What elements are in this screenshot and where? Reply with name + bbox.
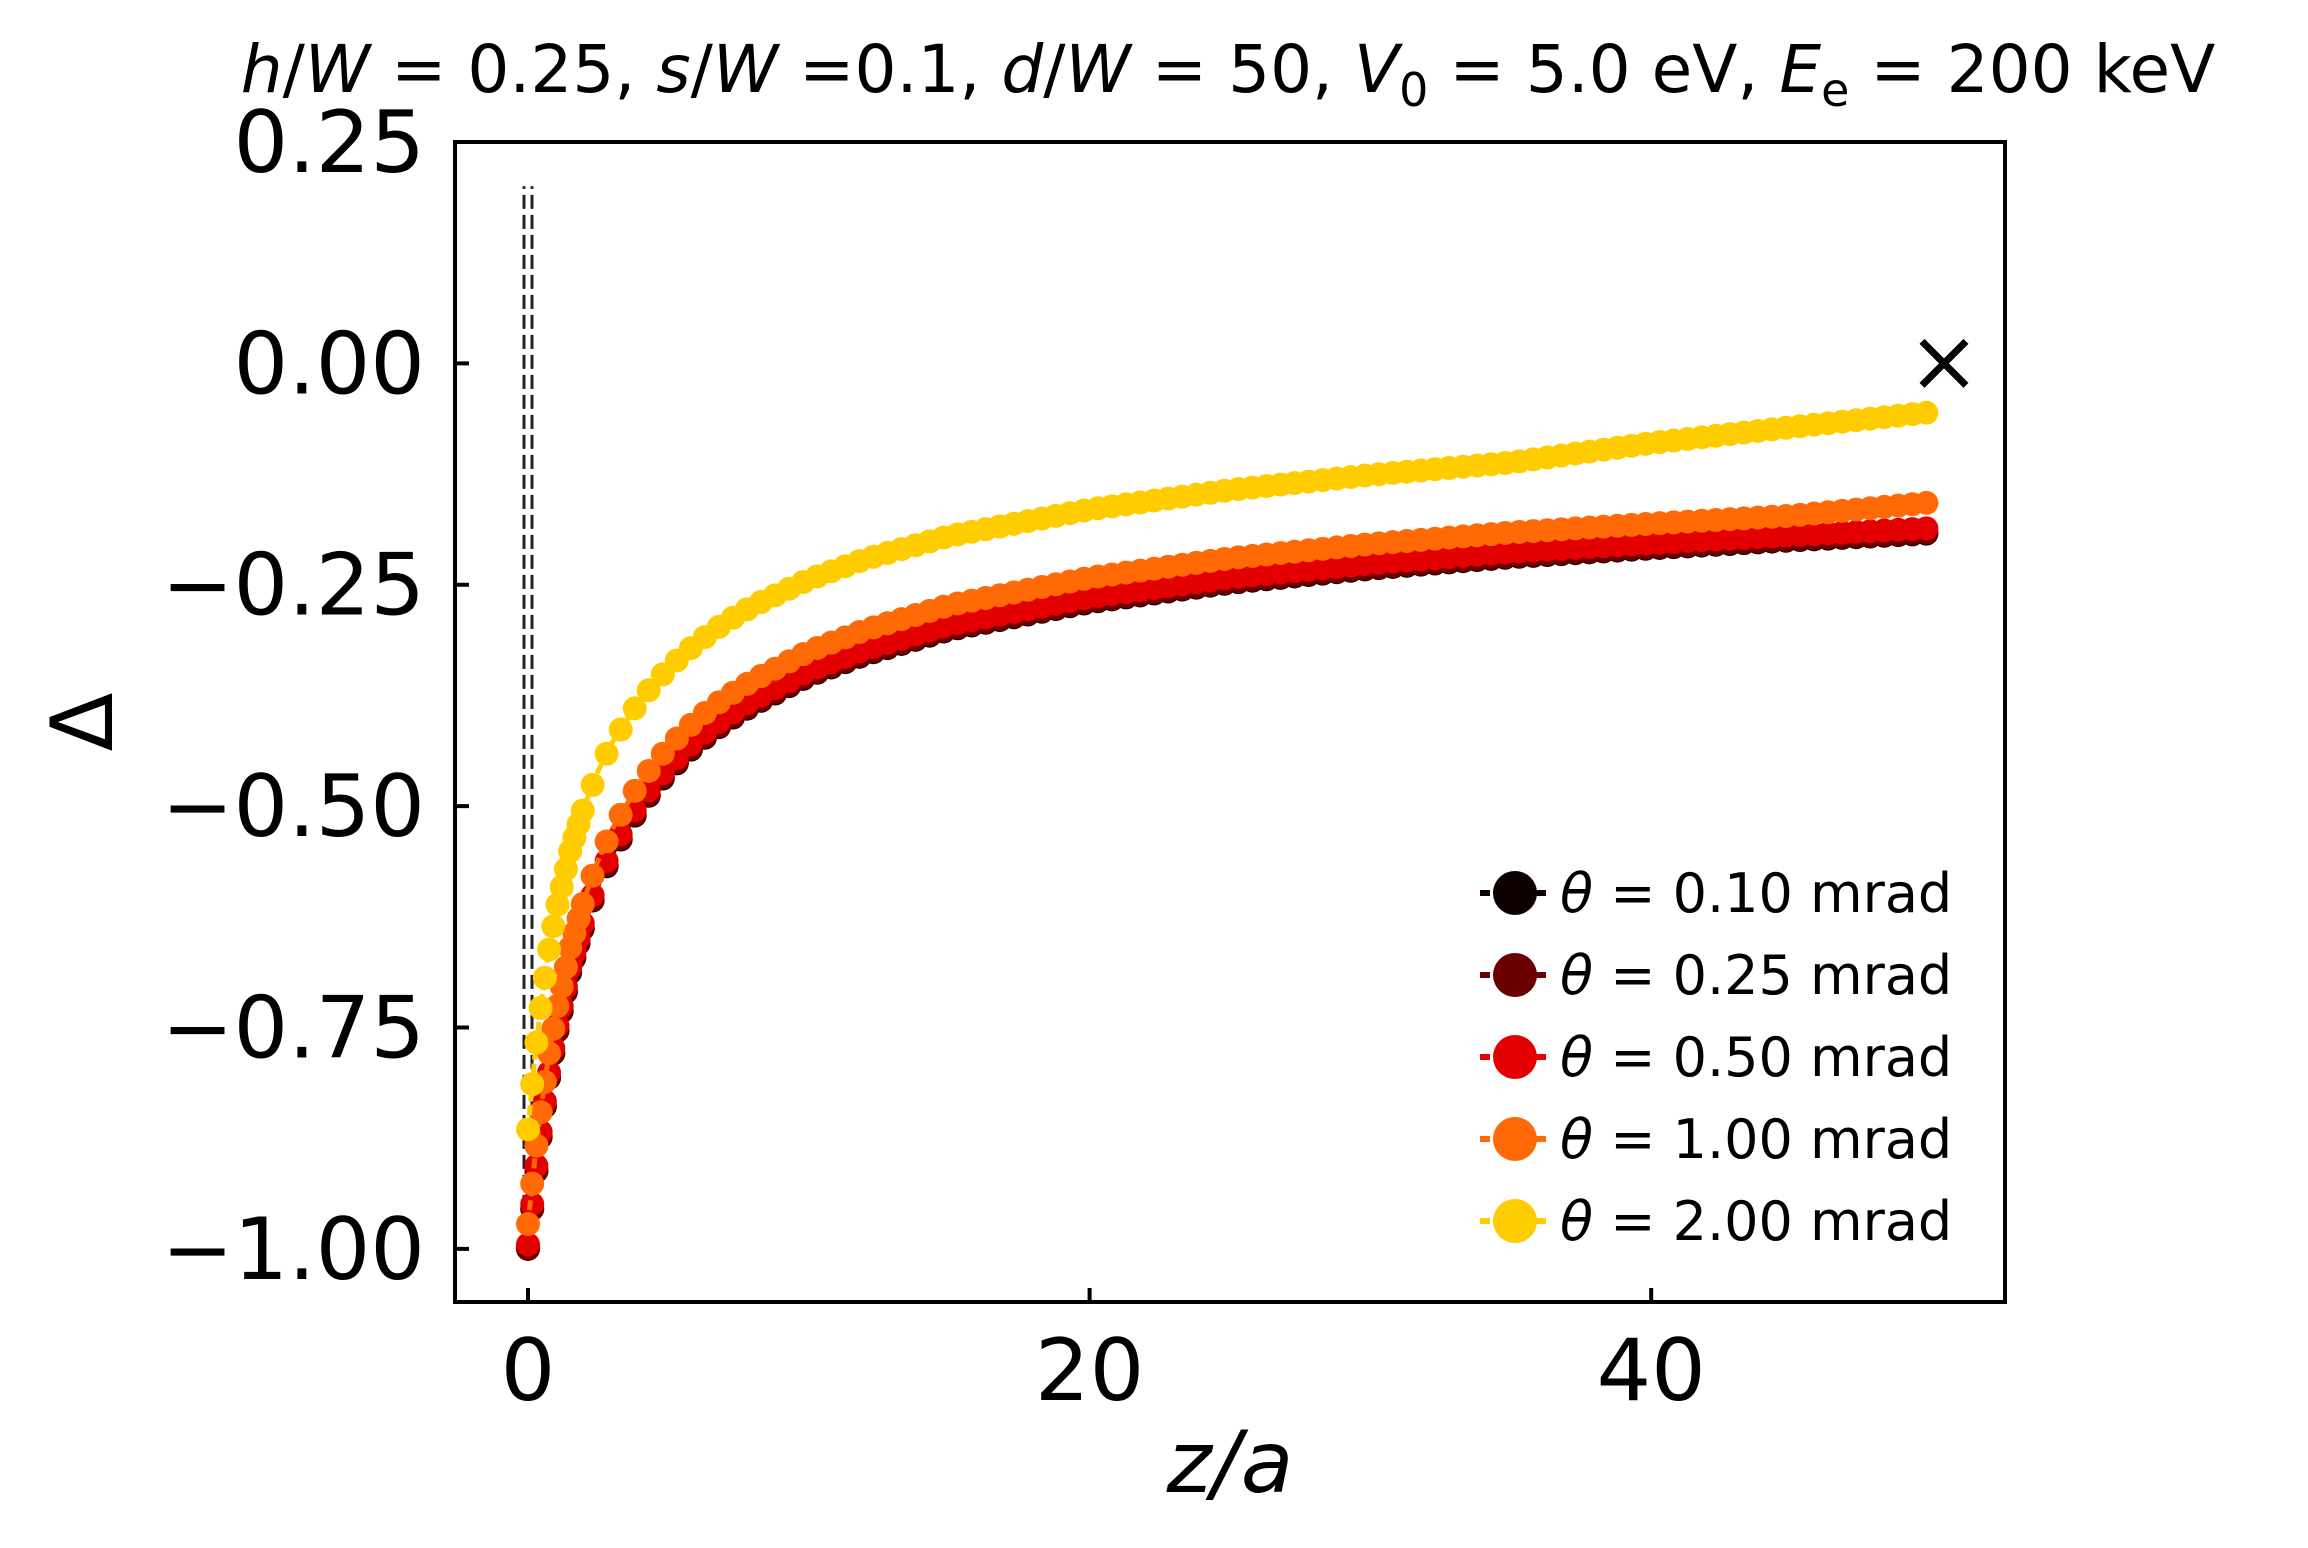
legend-item: θ = 2.00 mrad [1480,1190,1952,1253]
data-point [541,1016,566,1041]
data-point [608,802,633,827]
marker-layer [1919,338,1969,388]
data-point [570,891,595,916]
y-tick-label: −0.75 [161,978,425,1078]
data-point [650,741,675,766]
y-ticks: 0.25 0.00 −0.25 −0.50 −0.75 −1.00 [161,93,469,1300]
data-point [528,1100,553,1125]
data-point [1914,516,1939,541]
data-point [516,1232,541,1257]
legend: θ = 0.10 mrad θ = 0.25 mrad θ = 0.50 mrad θ… [1480,862,1952,1253]
data-point [537,937,562,962]
y-tick-label: 0.25 [234,93,425,193]
data-point [532,965,557,990]
data-point [622,778,647,803]
data-point [636,758,661,783]
series-5 [516,400,1939,1142]
legend-label: θ = 0.50 mrad [1560,1026,1952,1089]
x-ticks: 0 20 40 [501,1288,1706,1421]
data-point [524,1030,549,1055]
y-tick-label: −0.50 [161,757,425,857]
data-point [580,863,605,888]
data-point [528,996,553,1021]
x-tick-label: 20 [1035,1321,1144,1421]
legend-label: θ = 0.25 mrad [1560,944,1952,1007]
y-tick-label: −1.00 [161,1200,425,1300]
legend-item: θ = 0.25 mrad [1480,944,1952,1007]
series-layer [516,400,1939,1261]
y-axis-label: Δ [33,692,133,751]
y-tick-label: −0.25 [161,536,425,636]
data-point [553,955,578,980]
x-tick-label: 0 [501,1321,556,1421]
plot-frame [453,140,2007,1304]
data-point [516,1117,541,1142]
data-point [1914,490,1939,515]
data-point [516,1212,541,1237]
legend-marker [1493,1199,1537,1243]
data-point [636,678,661,703]
x-tick-label: 40 [1596,1321,1705,1421]
chart-title: h/W = 0.25, s/W =0.1, d/W = 50, V0 = 5.0… [241,31,2215,117]
legend-marker [1493,1117,1537,1161]
data-point [541,914,566,939]
data-point [520,1171,545,1196]
series-4 [516,490,1939,1237]
legend-marker [1493,1035,1537,1079]
x-marker-stroke [1919,338,1969,388]
y-tick-label: 0.00 [234,314,425,414]
legend-marker [1493,953,1537,997]
legend-label: θ = 1.00 mrad [1560,1108,1952,1171]
data-point [594,829,619,854]
legend-label: θ = 0.10 mrad [1560,862,1952,925]
data-point [570,798,595,823]
data-point [520,1072,545,1097]
data-point [580,772,605,797]
data-point [1914,400,1939,425]
x-axis-label: z/a [1166,1413,1294,1513]
data-point [594,741,619,766]
reference-line-layer [522,186,534,1249]
legend-label: θ = 2.00 mrad [1560,1190,1952,1253]
legend-item: θ = 0.10 mrad [1480,862,1952,925]
data-point [622,696,647,721]
legend-item: θ = 1.00 mrad [1480,1108,1952,1171]
legend-marker [1493,871,1537,915]
legend-item: θ = 0.50 mrad [1480,1026,1952,1089]
data-point [608,717,633,742]
